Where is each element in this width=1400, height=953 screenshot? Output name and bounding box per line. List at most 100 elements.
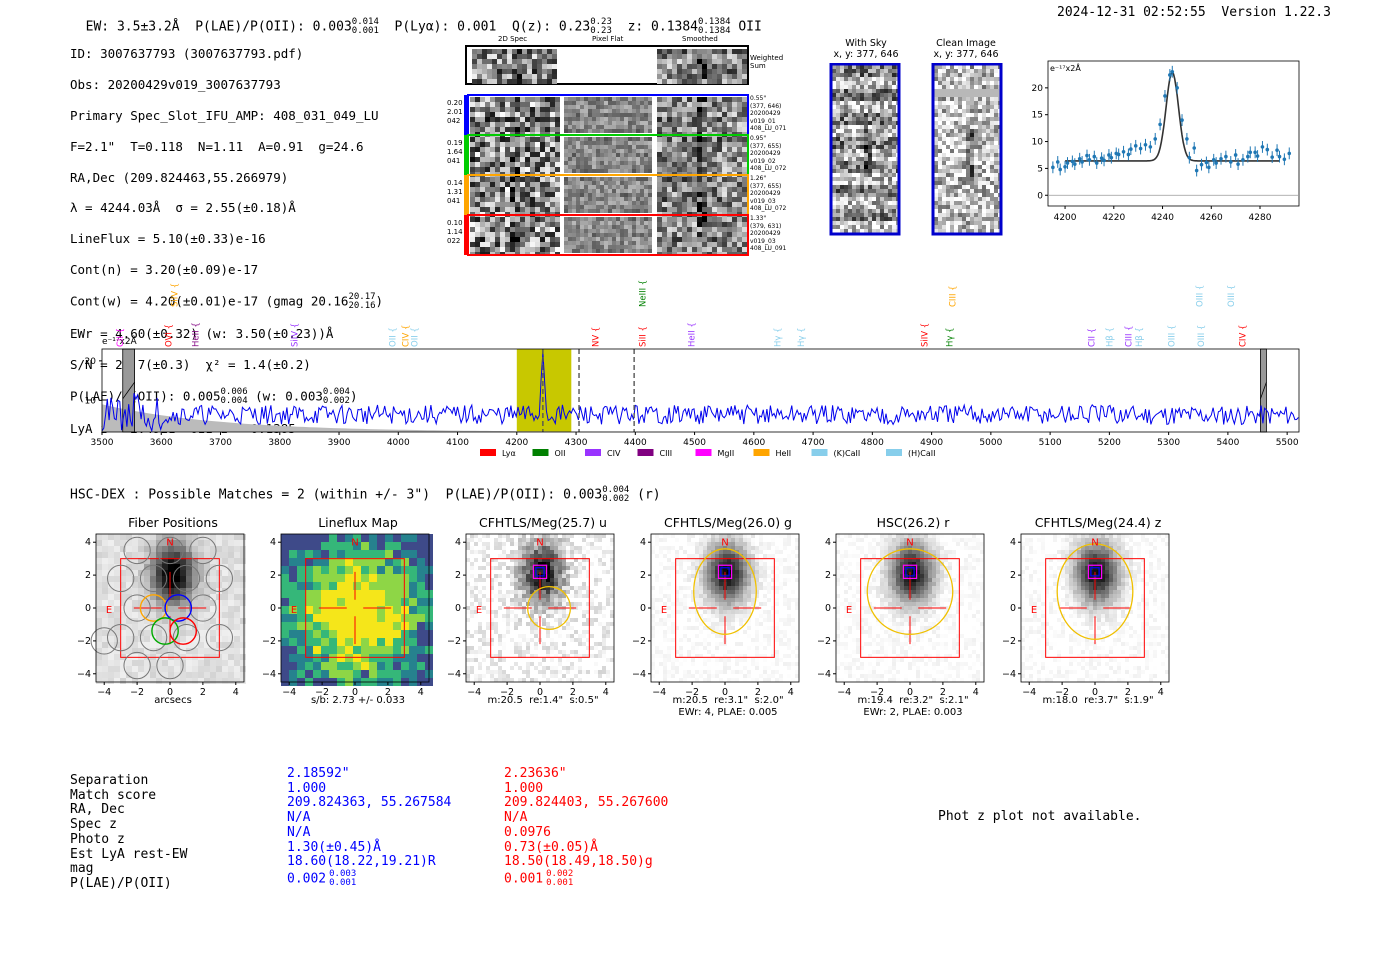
sky-pixel	[848, 189, 852, 193]
cutout-pixel	[677, 97, 682, 102]
spectrum-legend-label: MgII	[718, 449, 735, 458]
panel-image-pixel	[210, 630, 216, 636]
panel-image-pixel	[120, 612, 126, 618]
with-sky-title: With Sky x, y: 377, 646	[833, 38, 899, 60]
panel-image-pixel	[186, 636, 192, 642]
cutout-pixel	[596, 197, 600, 201]
sky-pixel	[994, 173, 998, 177]
panel-image-pixel	[174, 582, 180, 588]
cutout-pixel	[628, 125, 632, 129]
zoom-data-point	[1116, 152, 1121, 157]
cutout-pixel	[682, 247, 687, 252]
cutout-pixel	[568, 245, 572, 249]
sky-pixel	[990, 197, 994, 201]
sky-pixel	[884, 221, 888, 225]
cutout-pixel	[487, 69, 492, 74]
panel-image-pixel	[174, 666, 180, 672]
cutout-pixel	[588, 193, 592, 197]
cutout-pixel	[742, 192, 747, 197]
panel-image-pixel	[228, 678, 234, 684]
cutout-pixel	[572, 169, 576, 173]
cutout-pixel	[677, 177, 682, 182]
cutout-pixel	[717, 54, 722, 59]
panel-image-pixel	[132, 594, 138, 600]
cutout-pixel	[648, 221, 652, 225]
cutout-pixel	[672, 162, 677, 167]
sky-pixel	[962, 225, 966, 229]
cutout-pixel	[572, 205, 576, 209]
panel-image-pixel	[132, 636, 138, 642]
cutout-pixel	[580, 209, 584, 213]
cutout-pixel	[722, 64, 727, 69]
cutout-pixel	[717, 187, 722, 192]
sky-pixel	[840, 213, 844, 217]
sky-pixel	[982, 189, 986, 193]
flux-map-pixel	[369, 662, 377, 670]
sky-pixel	[942, 153, 946, 157]
sky-pixel	[876, 177, 880, 181]
cutout-pixel	[644, 221, 648, 225]
sky-pixel	[840, 65, 844, 69]
panel-image-pixel	[192, 672, 198, 678]
cutout-pixel	[580, 157, 584, 161]
cutout-pixel	[697, 247, 702, 252]
cutout-pixel	[492, 59, 497, 64]
cutout-pixel	[648, 245, 652, 249]
cutout-pixel	[628, 201, 632, 205]
panel-image-pixel	[228, 600, 234, 606]
flux-map-pixel	[401, 646, 409, 654]
flux-map-pixel	[409, 558, 417, 566]
flux-map-pixel	[313, 646, 321, 654]
cutout-pixel	[620, 165, 624, 169]
sky-pixel	[876, 85, 880, 89]
cutout-pixel	[616, 221, 620, 225]
cutout-pixel	[584, 197, 588, 201]
cutout-pixel	[568, 221, 572, 225]
cutout-pixel	[564, 193, 568, 197]
panel-image-pixel	[120, 540, 126, 546]
cutout-pixel	[648, 185, 652, 189]
cutout-pixel	[640, 233, 644, 237]
cutout-pixel	[604, 137, 608, 141]
cutout-pixel	[522, 64, 527, 69]
sky-pixel	[938, 109, 942, 113]
cutout-pixel	[657, 49, 662, 54]
sky-pixel	[990, 129, 994, 133]
sky-pixel	[986, 145, 990, 149]
cutout-pixel	[520, 162, 525, 167]
sky-pixel	[880, 121, 884, 125]
cutout-pixel	[636, 113, 640, 117]
cutout-pixel	[505, 97, 510, 102]
cutout-pixel	[620, 209, 624, 213]
sky-pixel	[986, 209, 990, 213]
sky-pixel	[832, 213, 836, 217]
panel-image-pixel	[240, 594, 246, 600]
sky-pixel	[844, 89, 848, 93]
panel-image-pixel	[102, 594, 108, 600]
cutout-pixel	[568, 165, 572, 169]
flux-map-pixel	[417, 654, 425, 662]
cutout-pixel	[648, 193, 652, 197]
spectrum-legend-label: OII	[555, 449, 566, 458]
cutout-pixel	[657, 59, 662, 64]
sky-pixel	[950, 165, 954, 169]
panel-image-pixel	[162, 660, 168, 666]
cutout-pixel	[707, 127, 712, 132]
sky-pixel	[864, 161, 868, 165]
cutout-pixel	[510, 137, 515, 142]
sky-pixel	[958, 109, 962, 113]
cutout-pixel	[510, 127, 515, 132]
cutout-pixel	[495, 217, 500, 222]
cutout-pixel	[620, 201, 624, 205]
panel-image-pixel	[150, 558, 156, 564]
sky-pixel	[950, 81, 954, 85]
panel-image-pixel	[180, 600, 186, 606]
panel-image-pixel	[120, 660, 126, 666]
cutout-pixel	[564, 109, 568, 113]
cutout-pixel	[677, 237, 682, 242]
sky-pixel	[962, 161, 966, 165]
cutout-pixel	[732, 102, 737, 107]
cutout-pixel	[687, 157, 692, 162]
sky-pixel	[868, 185, 872, 189]
cutout-pixel	[507, 64, 512, 69]
